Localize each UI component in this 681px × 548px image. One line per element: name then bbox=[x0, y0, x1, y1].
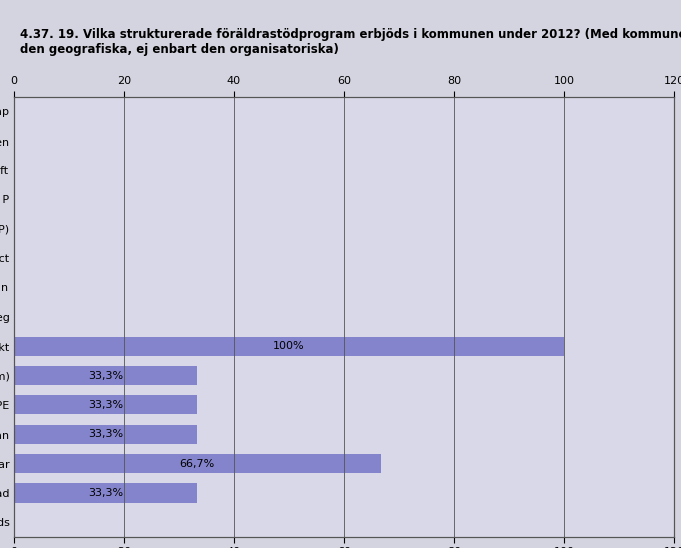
Bar bbox=[14, 454, 381, 473]
Bar bbox=[14, 336, 564, 356]
Text: 33,3%: 33,3% bbox=[88, 488, 123, 498]
Bar bbox=[14, 366, 197, 385]
Text: 33,3%: 33,3% bbox=[88, 429, 123, 439]
Bar bbox=[14, 395, 197, 414]
Bar bbox=[14, 425, 197, 444]
Text: 66,7%: 66,7% bbox=[180, 459, 215, 469]
Bar bbox=[14, 483, 197, 503]
Text: 33,3%: 33,3% bbox=[88, 370, 123, 380]
Text: 4.37. 19. Vilka strukturerade föräldrastödprogram erbjöds i kommunen under 2012?: 4.37. 19. Vilka strukturerade föräldrast… bbox=[20, 28, 681, 56]
Text: 100%: 100% bbox=[273, 341, 304, 351]
Text: 33,3%: 33,3% bbox=[88, 400, 123, 410]
